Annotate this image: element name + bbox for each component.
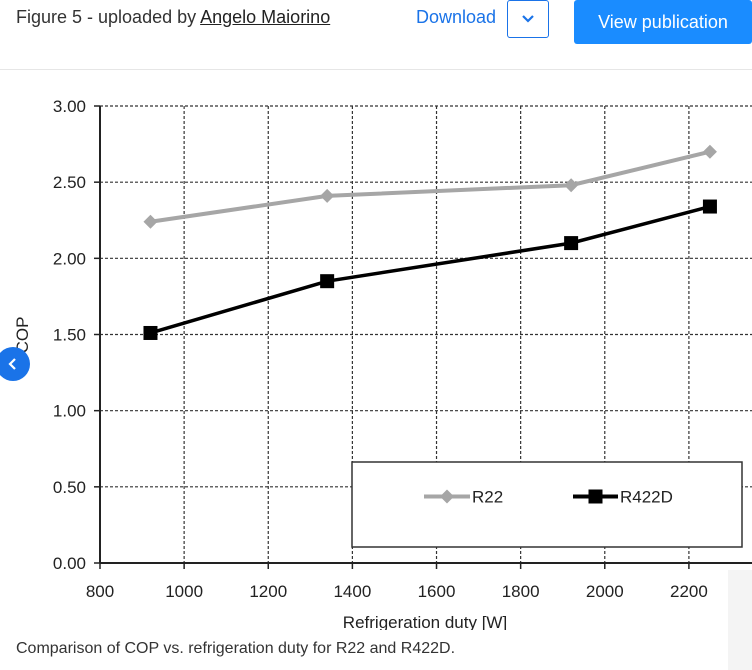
y-tick-label: 1.00 bbox=[53, 402, 86, 421]
y-tick-label: 3.00 bbox=[53, 97, 86, 116]
data-point-r22 bbox=[702, 144, 717, 159]
legend-marker-r22 bbox=[440, 489, 454, 504]
x-tick-label: 2000 bbox=[586, 582, 624, 601]
author-link[interactable]: Angelo Maiorino bbox=[200, 7, 331, 27]
chevron-down-icon bbox=[522, 15, 534, 23]
y-tick-label: 2.50 bbox=[53, 173, 86, 192]
legend-box bbox=[351, 461, 743, 548]
x-tick-label: 2200 bbox=[670, 582, 708, 601]
y-tick-label: 2.00 bbox=[53, 249, 86, 268]
legend-marker-r422d bbox=[588, 489, 603, 504]
x-tick-label: 1600 bbox=[418, 582, 456, 601]
data-point-r22 bbox=[320, 188, 335, 203]
chart: 0.00 0.50 1.00 1.50 2.00 2.50 3.00 800 1000 1200 1… bbox=[0, 70, 752, 630]
y-tick-label: 0.00 bbox=[53, 554, 86, 573]
download-link[interactable]: Download bbox=[416, 7, 497, 27]
data-point-r22 bbox=[564, 178, 579, 193]
series-line-r422d bbox=[149, 204, 711, 335]
figure-title: Figure 5 - uploaded by Angelo Maiorino bbox=[16, 7, 330, 28]
data-point-r22 bbox=[143, 214, 158, 229]
download-options-button[interactable] bbox=[507, 0, 549, 38]
figure-title-prefix: Figure 5 - uploaded by bbox=[16, 7, 201, 27]
x-tick-label: 800 bbox=[86, 582, 114, 601]
chevron-left-icon bbox=[8, 358, 16, 370]
figure-header: Figure 5 - uploaded by Angelo Maiorino D… bbox=[0, 0, 752, 70]
side-panel-edge bbox=[728, 570, 752, 670]
x-tick-label: 1800 bbox=[502, 582, 540, 601]
y-axis-label: COP bbox=[13, 317, 32, 354]
data-point-r422d bbox=[702, 199, 717, 214]
legend-label-r22: R22 bbox=[472, 488, 503, 507]
legend-label-r422d: R422D bbox=[620, 488, 673, 507]
data-point-r422d bbox=[320, 274, 335, 289]
y-tick-label: 0.50 bbox=[53, 478, 86, 497]
x-tick-label: 1400 bbox=[333, 582, 371, 601]
chart-svg: 0.00 0.50 1.00 1.50 2.00 2.50 3.00 800 1000 1200 1… bbox=[13, 97, 752, 630]
data-point-r422d bbox=[564, 236, 579, 251]
series-line-r22 bbox=[150, 149, 711, 224]
x-tick-label: 1000 bbox=[165, 582, 203, 601]
previous-figure-button[interactable] bbox=[0, 347, 30, 381]
y-tick-label: 1.50 bbox=[53, 326, 86, 345]
view-publication-button[interactable]: View publication bbox=[574, 0, 752, 44]
data-point-r422d bbox=[143, 325, 158, 340]
figure-caption: Comparison of COP vs. refrigeration duty… bbox=[16, 640, 456, 657]
x-tick-label: 1200 bbox=[249, 582, 287, 601]
x-axis-label: Refrigeration duty [W] bbox=[343, 613, 507, 630]
